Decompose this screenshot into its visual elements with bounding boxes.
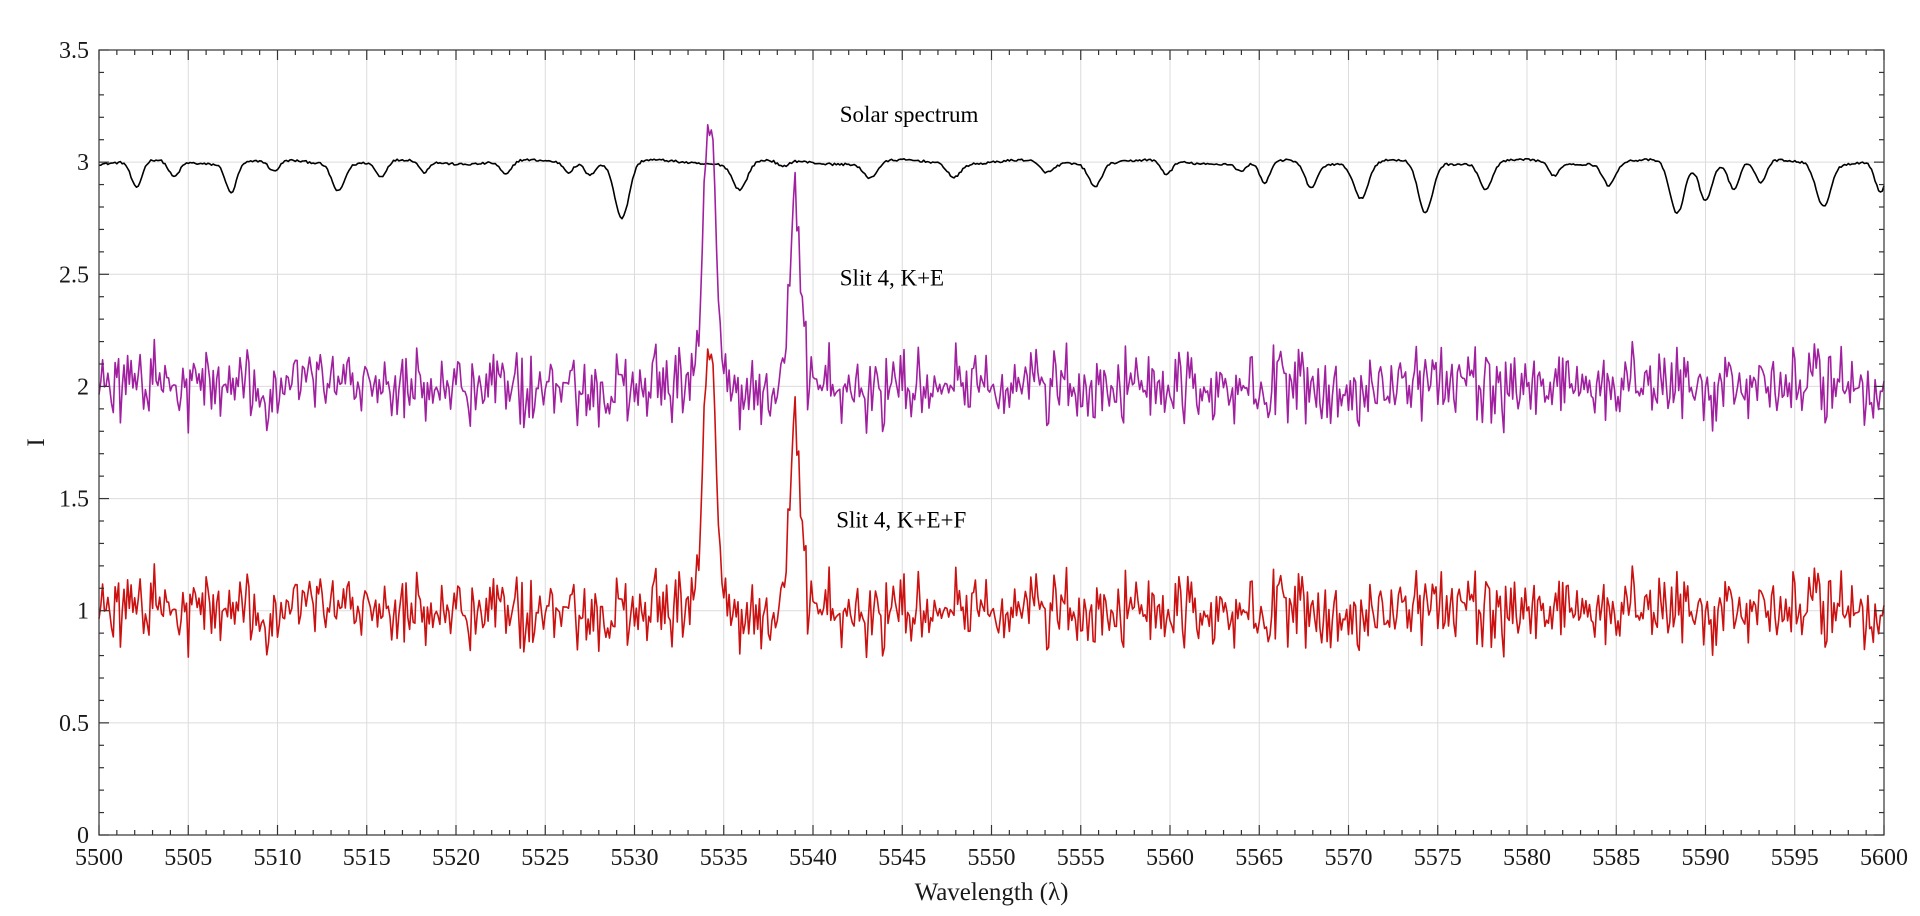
x-tick-label: 5540 xyxy=(789,845,837,871)
x-tick-label: 5585 xyxy=(1592,845,1640,871)
series-group xyxy=(98,124,1885,659)
x-tick-label: 5580 xyxy=(1503,845,1551,871)
x-tick-label: 5500 xyxy=(75,845,123,871)
x-tick-label: 5590 xyxy=(1682,845,1730,871)
x-tick-label: 5575 xyxy=(1414,845,1462,871)
series-label-1: Solar spectrum xyxy=(840,102,979,127)
series-label-2: Slit 4, K+E xyxy=(840,266,944,291)
x-tick-label: 5595 xyxy=(1771,845,1819,871)
series-line-2 xyxy=(98,124,1885,434)
x-tick-label: 5505 xyxy=(164,845,212,871)
series-label-3: Slit 4, K+E+F xyxy=(836,508,966,533)
y-tick-label: 2.5 xyxy=(59,262,89,288)
x-tick-label: 5600 xyxy=(1860,845,1908,871)
x-tick-labels: 5500 5505 5510 5515 5520 5525 5530 5535 5540 5545… xyxy=(75,845,1908,871)
y-tick-label: 2 xyxy=(77,374,89,400)
x-tick-label: 5510 xyxy=(254,845,302,871)
series-labels: Solar spectrum Slit 4, K+E Slit 4, K+E+F xyxy=(836,102,978,533)
y-tick-label: 3.5 xyxy=(59,38,89,64)
y-tick-label: 0 xyxy=(77,823,89,849)
y-tick-label: 1.5 xyxy=(59,487,89,513)
y-tick-label: 0.5 xyxy=(59,711,89,737)
y-axis-title: I xyxy=(23,438,50,446)
y-tick-label: 3 xyxy=(77,150,89,176)
x-tick-label: 5515 xyxy=(343,845,391,871)
x-tick-label: 5565 xyxy=(1235,845,1283,871)
x-tick-label: 5555 xyxy=(1057,845,1105,871)
x-axis-title: Wavelength (λ) xyxy=(915,879,1069,906)
x-tick-label: 5520 xyxy=(432,845,480,871)
y-tick-label: 1 xyxy=(77,599,89,625)
y-tick-labels: 0 0.5 1 1.5 2 2.5 3 3.5 xyxy=(59,38,89,849)
series-line-1 xyxy=(98,158,1885,220)
x-tick-label: 5550 xyxy=(968,845,1016,871)
x-tick-label: 5570 xyxy=(1325,845,1373,871)
grid-lines xyxy=(99,50,1884,835)
x-tick-label: 5530 xyxy=(611,845,659,871)
x-tick-label: 5525 xyxy=(521,845,569,871)
x-tick-label: 5535 xyxy=(700,845,748,871)
axis-ticks xyxy=(98,49,1885,836)
series-line-3 xyxy=(98,348,1885,659)
x-tick-label: 5545 xyxy=(878,845,926,871)
x-tick-label: 5560 xyxy=(1146,845,1194,871)
